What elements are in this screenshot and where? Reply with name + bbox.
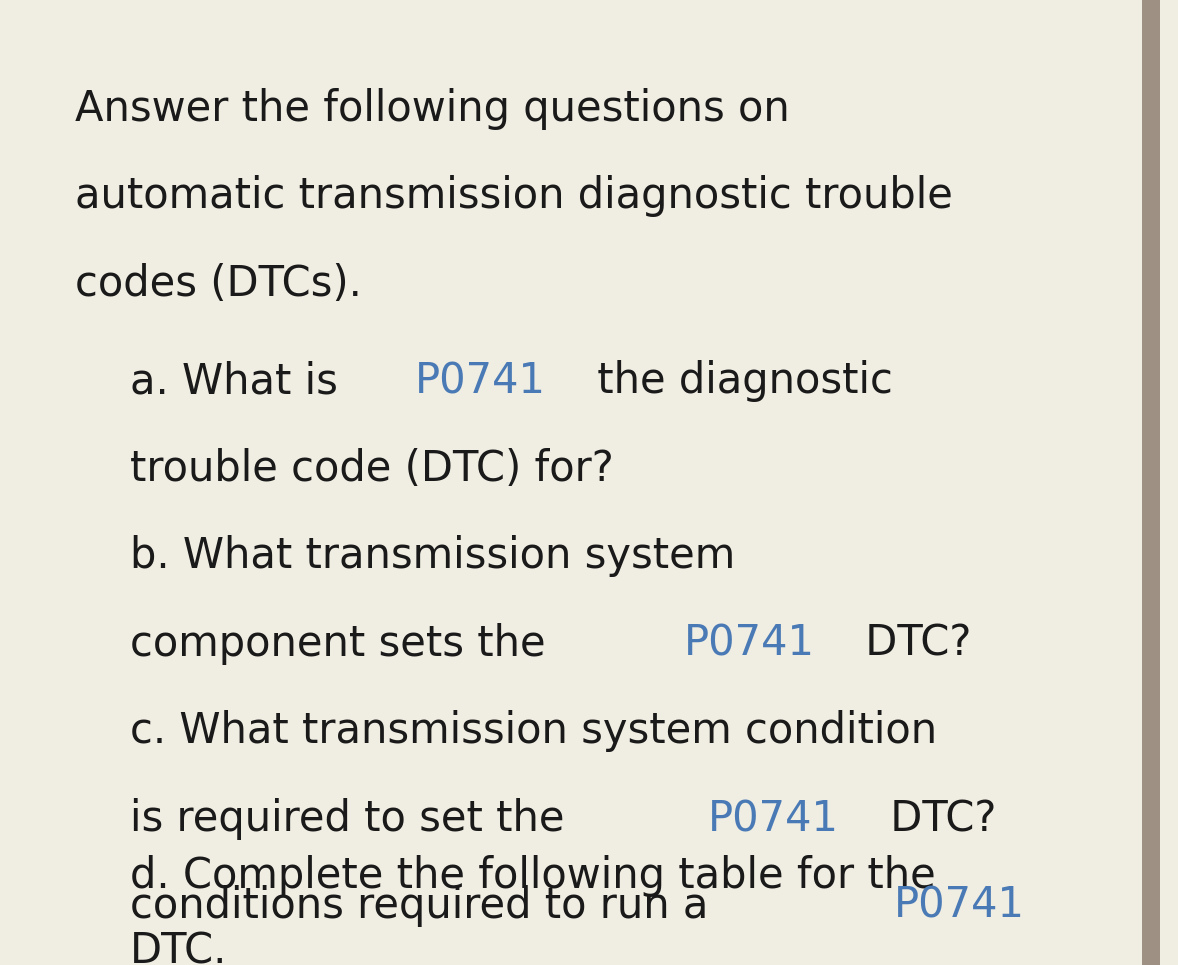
Text: DTC.: DTC. — [130, 930, 227, 965]
Text: trouble code (DTC) for?: trouble code (DTC) for? — [130, 448, 614, 490]
Text: d. Complete the following table for the: d. Complete the following table for the — [130, 855, 935, 897]
Text: component sets the: component sets the — [130, 623, 558, 665]
Text: c. What transmission system condition: c. What transmission system condition — [130, 710, 938, 752]
Bar — [1141, 0, 1160, 965]
Text: conditions required to run a: conditions required to run a — [130, 885, 722, 927]
Text: is required to set the: is required to set the — [130, 798, 577, 840]
Text: automatic transmission diagnostic trouble: automatic transmission diagnostic troubl… — [75, 175, 953, 217]
Text: P0741: P0741 — [683, 623, 814, 665]
Text: b. What transmission system: b. What transmission system — [130, 535, 735, 577]
Text: the diagnostic: the diagnostic — [584, 360, 893, 402]
Text: P0741: P0741 — [893, 885, 1025, 927]
Text: DTC?: DTC? — [853, 623, 972, 665]
Text: a. What is: a. What is — [130, 360, 351, 402]
Text: codes (DTCs).: codes (DTCs). — [75, 263, 362, 305]
Text: P0741: P0741 — [416, 360, 547, 402]
Text: P0741: P0741 — [708, 798, 839, 840]
Text: DTC?: DTC? — [876, 798, 997, 840]
Text: Answer the following questions on: Answer the following questions on — [75, 88, 789, 130]
